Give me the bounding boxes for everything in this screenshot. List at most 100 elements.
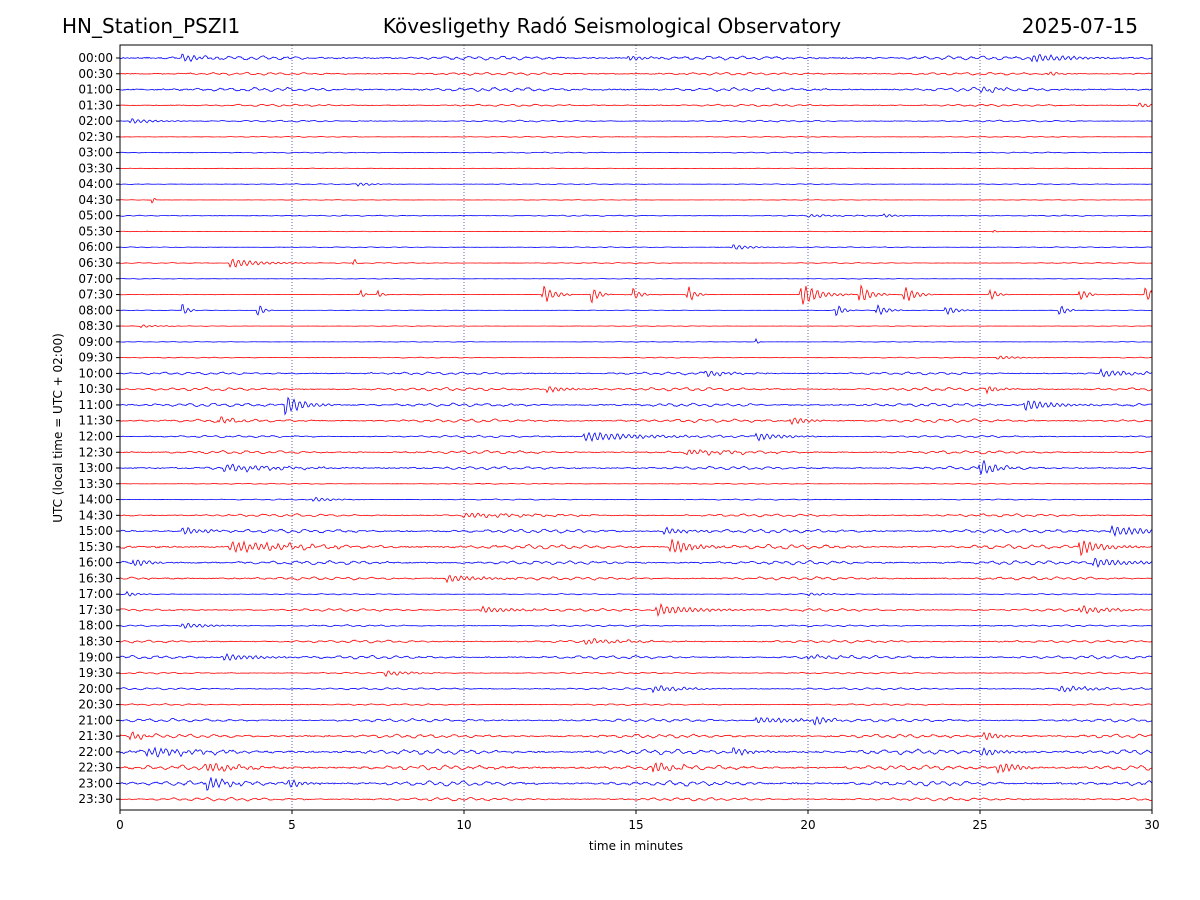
y-tick-label: 05:00 (78, 209, 113, 223)
y-tick-label: 09:00 (78, 335, 113, 349)
y-tick-label: 13:00 (78, 461, 113, 475)
y-tick-label: 07:30 (78, 288, 113, 302)
y-tick-label: 22:30 (78, 761, 113, 775)
date-title: 2025-07-15 (1021, 14, 1138, 38)
x-tick-label: 15 (628, 818, 643, 832)
trace-line (119, 449, 1153, 456)
y-tick-label: 19:00 (78, 650, 113, 664)
trace-line (119, 182, 1153, 187)
y-tick-label: 04:30 (78, 193, 113, 207)
y-tick-label: 03:30 (78, 161, 113, 175)
trace-line (119, 304, 1153, 317)
trace-line (119, 284, 1153, 305)
trace-line (120, 496, 1153, 502)
y-tick-label: 00:30 (78, 67, 113, 81)
y-tick-label: 20:30 (78, 698, 113, 712)
trace-line (119, 244, 1153, 250)
y-tick-label: 00:00 (78, 51, 113, 65)
y-tick-label: 22:00 (78, 745, 113, 759)
trace-line (119, 762, 1153, 774)
trace-line (119, 213, 1153, 218)
trace-line (119, 198, 1153, 204)
trace-line (119, 258, 1153, 269)
trace-line (119, 324, 1152, 329)
y-tick-label: 01:30 (78, 98, 113, 112)
y-tick-label: 08:00 (78, 303, 113, 317)
x-axis-ticks: 0 5 10 15 20 25 30 (116, 810, 1160, 832)
y-tick-label: 21:00 (78, 713, 113, 727)
trace-line (119, 386, 1153, 395)
trace-line (119, 459, 1153, 475)
trace-line (119, 731, 1153, 741)
y-tick-label: 12:00 (78, 429, 113, 443)
y-tick-label: 06:00 (78, 240, 113, 254)
trace-line (119, 151, 1153, 154)
y-tick-label: 21:30 (78, 729, 113, 743)
trace-line (119, 512, 1153, 519)
trace-line (119, 574, 1153, 584)
y-tick-label: 23:00 (78, 776, 113, 790)
y-tick-label: 08:30 (78, 319, 113, 333)
y-tick-label: 15:00 (78, 524, 113, 538)
trace-line (119, 278, 1153, 280)
x-tick-label: 5 (288, 818, 296, 832)
y-tick-label: 04:00 (78, 177, 113, 191)
y-tick-label: 11:00 (78, 398, 113, 412)
y-tick-label: 16:00 (78, 556, 113, 570)
y-tick-label: 17:00 (78, 587, 113, 601)
trace-line (119, 746, 1153, 758)
y-tick-label: 18:30 (78, 634, 113, 648)
x-tick-label: 20 (800, 818, 815, 832)
trace-line (119, 431, 1153, 443)
y-tick-label: 05:30 (78, 224, 113, 238)
y-tick-label: 16:30 (78, 571, 113, 585)
y-tick-label: 15:30 (78, 540, 113, 554)
trace-line (119, 777, 1153, 791)
y-tick-label: 12:30 (78, 445, 113, 459)
y-tick-label: 14:30 (78, 508, 113, 522)
y-tick-label: 01:00 (78, 83, 113, 97)
y-tick-label: 10:30 (78, 382, 113, 396)
y-tick-label: 23:30 (78, 792, 113, 806)
x-tick-label: 30 (1144, 818, 1159, 832)
y-tick-label: 13:30 (78, 477, 113, 491)
trace-line (119, 118, 1153, 124)
trace-line (119, 396, 1153, 416)
x-axis-label: time in minutes (589, 839, 683, 853)
y-tick-label: 10:00 (78, 366, 113, 380)
trace-line (119, 590, 1153, 597)
gridlines (291, 45, 981, 810)
trace-line (119, 355, 1153, 360)
y-tick-label: 17:30 (78, 603, 113, 617)
y-axis-label: UTC (local time = UTC + 02:00) (51, 333, 65, 523)
trace-line (119, 685, 1153, 694)
y-tick-label: 06:30 (78, 256, 113, 270)
y-tick-label: 18:00 (78, 619, 113, 633)
y-tick-label: 14:00 (78, 493, 113, 507)
trace-line (119, 670, 1153, 678)
y-tick-label: 19:30 (78, 666, 113, 680)
trace-line (119, 416, 1153, 426)
x-tick-label: 10 (456, 818, 471, 832)
trace-line (119, 703, 1153, 706)
trace-line (119, 102, 1153, 108)
x-tick-label: 0 (116, 818, 124, 832)
y-tick-label: 11:30 (78, 414, 113, 428)
trace-group (119, 53, 1153, 802)
trace-line (119, 622, 1153, 629)
y-tick-label: 20:00 (78, 682, 113, 696)
trace-line (119, 337, 1153, 344)
y-tick-label: 03:00 (78, 146, 113, 160)
trace-line (119, 539, 1153, 557)
trace-line (119, 135, 1153, 138)
y-tick-label: 07:00 (78, 272, 113, 286)
trace-line (119, 638, 1153, 645)
trace-line (119, 796, 1153, 802)
y-tick-label: 02:00 (78, 114, 113, 128)
y-tick-label: 09:30 (78, 351, 113, 365)
trace-line (119, 602, 1153, 618)
trace-line (119, 53, 1153, 63)
trace-line (119, 229, 1152, 233)
trace-line (119, 482, 1153, 485)
